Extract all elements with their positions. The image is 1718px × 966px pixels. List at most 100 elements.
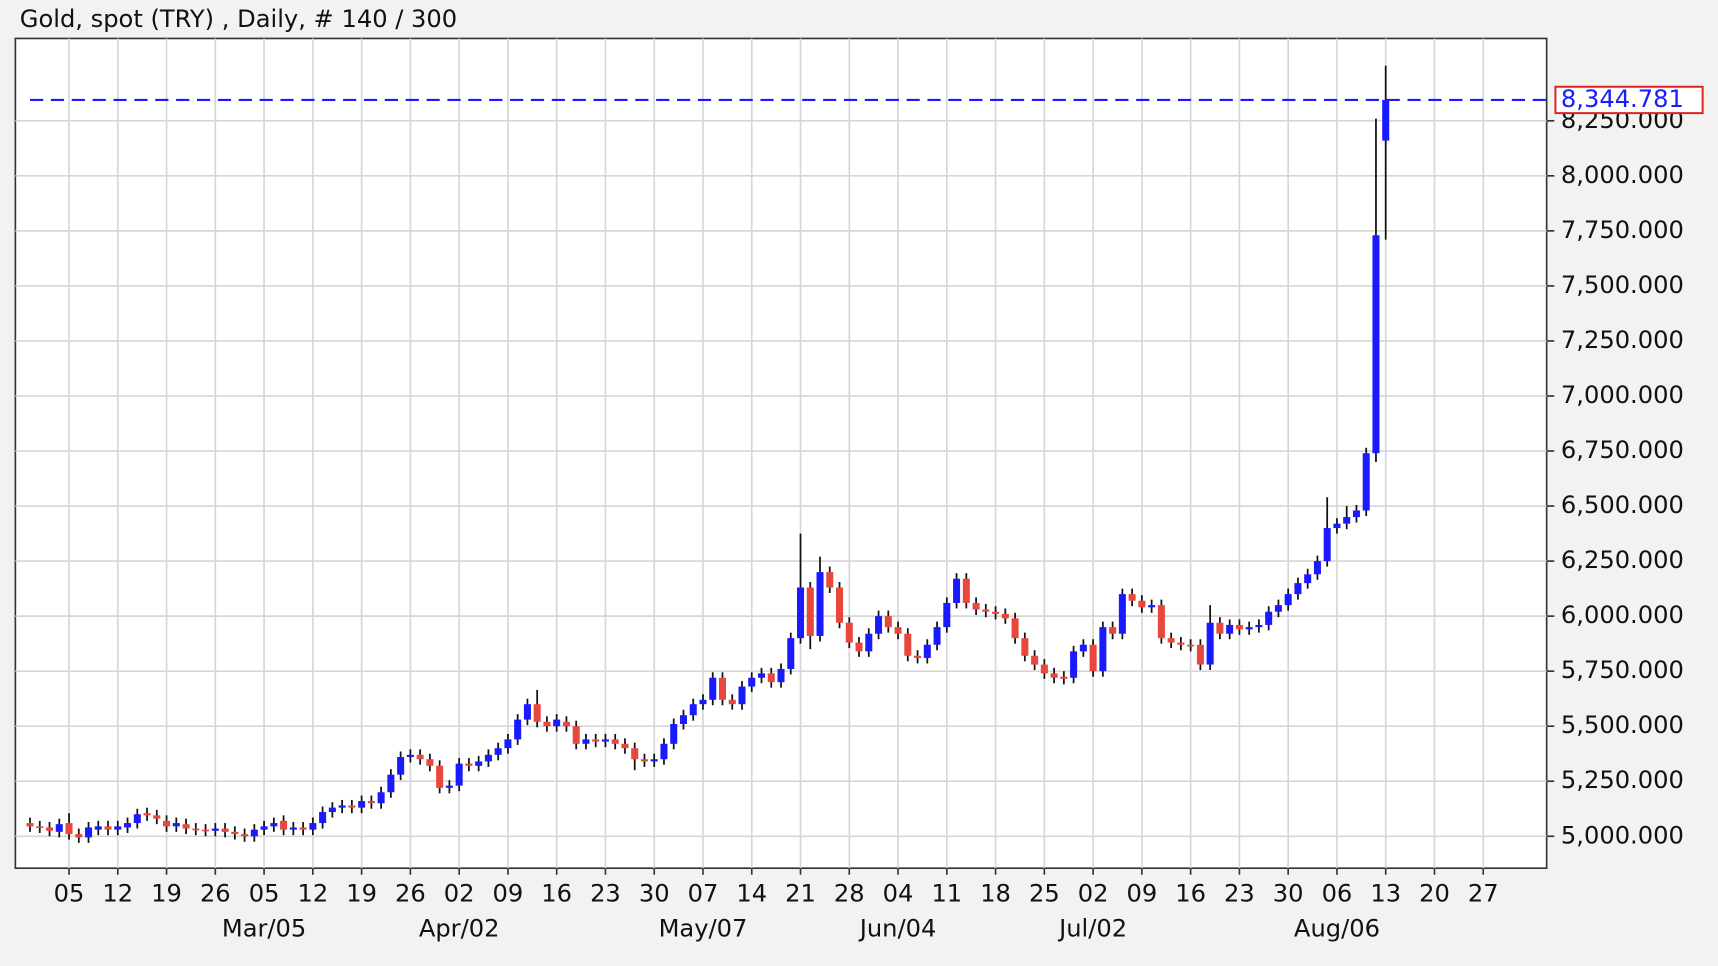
x-tick-label: 26 [200,880,231,908]
candle-body [358,801,366,808]
candle-body [621,743,629,749]
candle-body [787,638,795,669]
x-month-label: Aug/06 [1294,915,1380,943]
candle-body [465,763,473,766]
x-tick-label: 30 [1273,880,1304,908]
candle-body [894,627,902,634]
candle-body [55,824,63,832]
x-tick-label: 23 [590,880,621,908]
candle-body [650,759,658,762]
candle-body [1118,594,1126,634]
x-tick-label: 09 [493,880,524,908]
chart-title: Gold, spot (TRY) , Daily, # 140 / 300 [20,5,457,33]
candle-body [475,761,483,766]
candle-body [494,748,502,755]
candle-body [299,827,307,830]
candle-body [757,673,766,678]
candle-body [826,572,834,588]
candle-body [933,627,941,645]
candle-body [436,765,444,788]
candle-body [523,704,531,720]
candle-body [1343,517,1351,524]
candle-body [163,820,171,827]
y-tick-label: 6,750.000 [1561,436,1684,464]
candle-body [875,616,883,634]
x-tick-label: 07 [688,880,719,908]
candle-body [377,792,385,804]
y-tick-label: 5,250.000 [1561,766,1684,794]
candle-body [670,723,678,744]
candle-body [75,834,83,838]
candle-body [865,633,873,652]
x-tick-label: 05 [249,880,280,908]
candle-body [348,805,356,808]
x-tick-label: 14 [736,880,767,908]
x-tick-label: 06 [1322,880,1353,908]
candle-body [182,824,190,829]
x-tick-label: 18 [980,880,1011,908]
candle-body [85,827,93,838]
candle-body [221,828,229,832]
candle-body [26,823,34,827]
candle-body [143,813,151,816]
candle-body [1226,624,1234,634]
candle-body [328,807,336,813]
x-tick-label: 05 [54,880,85,908]
candle-body [699,699,707,705]
candle-body [65,823,73,835]
x-tick-label: 23 [1224,880,1255,908]
candle-body [728,699,736,705]
candle-body [1372,235,1380,454]
candle-body [1001,613,1009,619]
candle-body [397,757,405,775]
candle-body [1099,627,1107,672]
candle-body [992,611,1000,614]
candle-body [748,677,756,687]
candle-body [1245,627,1253,630]
candle-body [45,827,54,831]
candle-body [1294,583,1302,595]
candle-body [1040,664,1048,674]
candle-body [738,686,746,705]
candle-body [767,673,775,683]
last-price-box [1554,85,1704,115]
candle-body [836,587,844,623]
candle-body [1196,644,1204,665]
candle-body [1274,605,1282,612]
candle-body [611,739,619,744]
candle-body [1265,611,1273,625]
candle-body [153,815,161,819]
candle-body [679,715,687,724]
candle-body [640,759,648,762]
candle-body [914,655,922,658]
candle-body [1148,605,1156,608]
candle-body [455,763,463,786]
y-tick-label: 8,000.000 [1561,161,1684,189]
candle-body [514,719,522,740]
candle-body [689,704,697,716]
candle-body [1362,453,1370,511]
x-tick-label: 28 [834,880,865,908]
candle-body [1138,600,1146,608]
candle-body [36,826,44,829]
x-tick-label: 26 [395,880,426,908]
y-tick-label: 6,500.000 [1561,491,1684,519]
candle-body [1021,638,1029,656]
candle-body [1177,642,1185,645]
candle-body [231,831,239,835]
candle-body [582,739,590,744]
candle-body [1313,561,1321,575]
candle-body [718,677,727,700]
candle-body [533,704,541,722]
candle-body [572,726,580,744]
x-tick-label: 09 [1127,880,1158,908]
x-tick-label: 02 [444,880,475,908]
candle-body [1216,622,1224,634]
plot-area [14,37,1548,870]
candle-body [543,721,551,727]
candle-body [1255,624,1263,628]
candle-body [855,642,863,652]
candle-body [104,826,112,830]
